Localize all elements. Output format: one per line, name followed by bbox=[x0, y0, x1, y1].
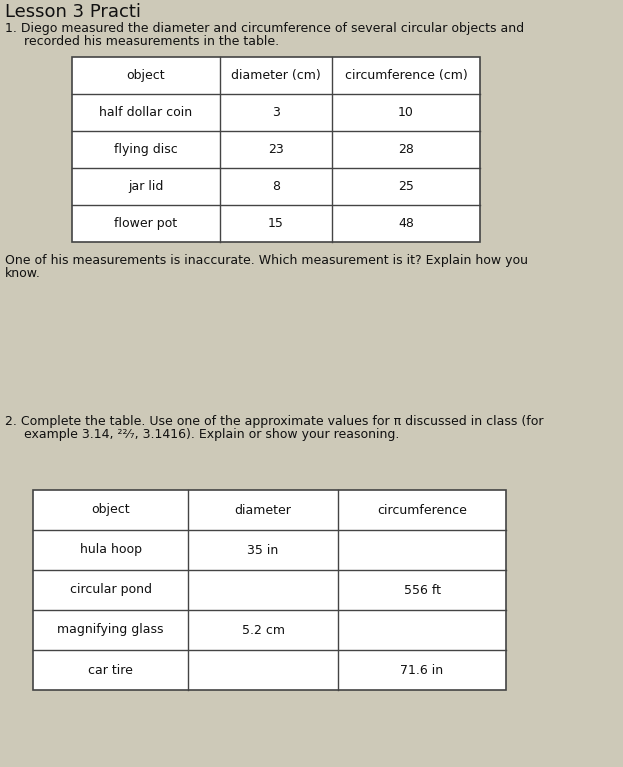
Text: jar lid: jar lid bbox=[128, 180, 164, 193]
Bar bbox=[33, 490, 506, 690]
Text: object: object bbox=[126, 69, 165, 82]
Text: 48: 48 bbox=[398, 217, 414, 230]
Text: diameter: diameter bbox=[235, 503, 292, 516]
Text: 8: 8 bbox=[272, 180, 280, 193]
Text: flying disc: flying disc bbox=[114, 143, 178, 156]
Text: 3: 3 bbox=[272, 106, 280, 119]
Text: 2. Complete the table. Use one of the approximate values for π discussed in clas: 2. Complete the table. Use one of the ap… bbox=[5, 415, 543, 428]
Text: One of his measurements is inaccurate. Which measurement is it? Explain how you: One of his measurements is inaccurate. W… bbox=[5, 254, 528, 267]
Text: magnifying glass: magnifying glass bbox=[57, 624, 164, 637]
Text: 1. Diego measured the diameter and circumference of several circular objects and: 1. Diego measured the diameter and circu… bbox=[5, 22, 524, 35]
Text: diameter (cm): diameter (cm) bbox=[231, 69, 321, 82]
Text: flower pot: flower pot bbox=[115, 217, 178, 230]
Text: circular pond: circular pond bbox=[70, 584, 151, 597]
Text: object: object bbox=[91, 503, 130, 516]
Text: 71.6 in: 71.6 in bbox=[401, 663, 444, 676]
Text: 5.2 cm: 5.2 cm bbox=[242, 624, 285, 637]
Bar bbox=[72, 57, 480, 242]
Text: 35 in: 35 in bbox=[247, 544, 278, 557]
Text: hula hoop: hula hoop bbox=[80, 544, 141, 557]
Text: Lesson 3 Practi: Lesson 3 Practi bbox=[5, 3, 141, 21]
Text: recorded his measurements in the table.: recorded his measurements in the table. bbox=[12, 35, 279, 48]
Text: circumference: circumference bbox=[377, 503, 467, 516]
Text: 556 ft: 556 ft bbox=[404, 584, 440, 597]
Text: 25: 25 bbox=[398, 180, 414, 193]
Text: 15: 15 bbox=[268, 217, 284, 230]
Text: half dollar coin: half dollar coin bbox=[100, 106, 193, 119]
Text: 10: 10 bbox=[398, 106, 414, 119]
Text: know.: know. bbox=[5, 267, 41, 280]
Text: 28: 28 bbox=[398, 143, 414, 156]
Text: 23: 23 bbox=[268, 143, 284, 156]
Text: car tire: car tire bbox=[88, 663, 133, 676]
Text: circumference (cm): circumference (cm) bbox=[345, 69, 467, 82]
Text: example 3.14, ²²⁄₇, 3.1416). Explain or show your reasoning.: example 3.14, ²²⁄₇, 3.1416). Explain or … bbox=[12, 428, 399, 441]
